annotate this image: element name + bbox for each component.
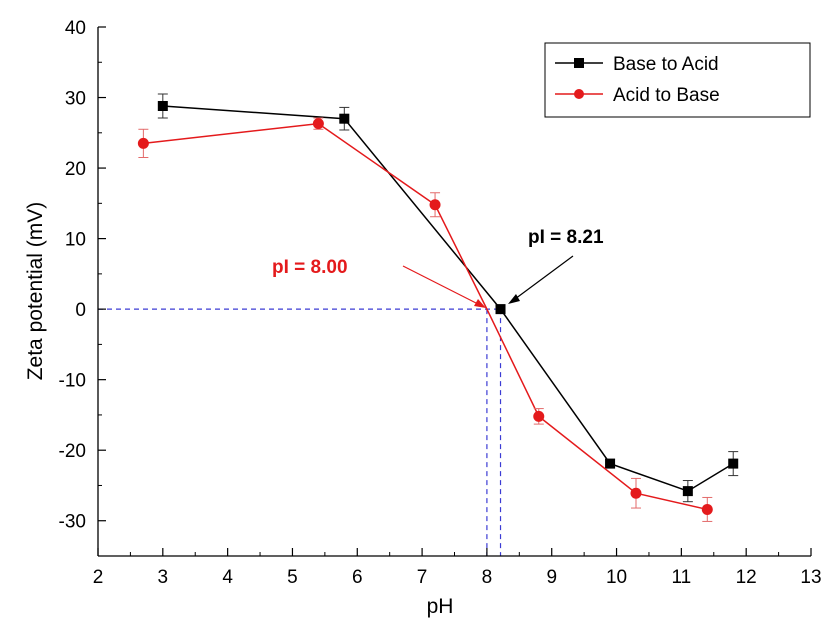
y-tick-label: -30 bbox=[59, 512, 86, 533]
data-point bbox=[495, 304, 506, 315]
x-tick-label: 5 bbox=[287, 567, 298, 588]
series-line bbox=[143, 122, 708, 511]
y-tick-label: 0 bbox=[75, 300, 86, 321]
x-tick-label: 9 bbox=[546, 567, 557, 588]
x-tick-label: 13 bbox=[800, 567, 821, 588]
x-tick-label: 2 bbox=[93, 567, 104, 588]
series-line bbox=[162, 105, 734, 492]
x-ticks: 2 3 4 5 6 7 8 9 10 11 12 13 bbox=[93, 548, 822, 588]
y-axis-title: Zeta potential (mV) bbox=[24, 202, 47, 381]
x-tick-label: 8 bbox=[482, 567, 493, 588]
x-tick-label: 10 bbox=[606, 567, 627, 588]
pi-acid-to-base-arrow bbox=[402, 265, 479, 305]
data-point bbox=[533, 410, 545, 422]
x-tick-label: 11 bbox=[671, 567, 691, 588]
y-tick-label: 20 bbox=[65, 159, 86, 180]
data-point bbox=[701, 503, 713, 515]
y-tick-label: 40 bbox=[65, 18, 86, 39]
x-tick-label: 6 bbox=[352, 567, 363, 588]
pi-base-to-acid-arrow bbox=[514, 255, 574, 300]
data-point bbox=[339, 113, 350, 124]
reference-lines bbox=[98, 308, 502, 556]
y-tick-label: 30 bbox=[65, 89, 86, 110]
data-point bbox=[728, 458, 739, 469]
pi-base-to-acid-arrowhead bbox=[508, 294, 520, 304]
y-tick-label: 10 bbox=[65, 230, 86, 251]
y-tick-label: -10 bbox=[59, 371, 86, 392]
legend-label-acid-to-base: Acid to Base bbox=[613, 85, 720, 106]
x-axis-title: pH bbox=[427, 595, 454, 618]
y-tick-label: -20 bbox=[59, 441, 86, 462]
x-tick-label: 4 bbox=[222, 567, 233, 588]
series-layer bbox=[137, 93, 739, 522]
legend: Base to Acid Acid to Base bbox=[544, 42, 811, 118]
pi-base-to-acid-label: pI = 8.21 bbox=[528, 227, 604, 248]
legend-marker-acid-to-base bbox=[574, 89, 584, 99]
pi-acid-to-base-arrowhead bbox=[474, 299, 486, 308]
legend-box bbox=[544, 42, 811, 118]
pi-acid-to-base-label: pI = 8.00 bbox=[272, 257, 348, 278]
y-ticks: -30 -20 -10 0 10 20 30 40 bbox=[59, 18, 106, 557]
x-tick-label: 3 bbox=[158, 567, 169, 588]
legend-marker-base-to-acid bbox=[574, 58, 584, 68]
annotations: pI = 8.21 pI = 8.00 bbox=[272, 227, 604, 308]
x-tick-label: 7 bbox=[417, 567, 428, 588]
series-base-to-acid bbox=[157, 93, 739, 503]
series-acid-to-base bbox=[137, 117, 713, 522]
data-point bbox=[157, 100, 168, 111]
data-point bbox=[605, 458, 616, 469]
data-point bbox=[682, 486, 693, 497]
data-point bbox=[630, 487, 642, 499]
data-point bbox=[312, 118, 324, 130]
x-tick-label: 12 bbox=[736, 567, 757, 588]
data-point bbox=[137, 137, 149, 149]
data-point bbox=[429, 199, 441, 211]
legend-label-base-to-acid: Base to Acid bbox=[613, 54, 719, 75]
